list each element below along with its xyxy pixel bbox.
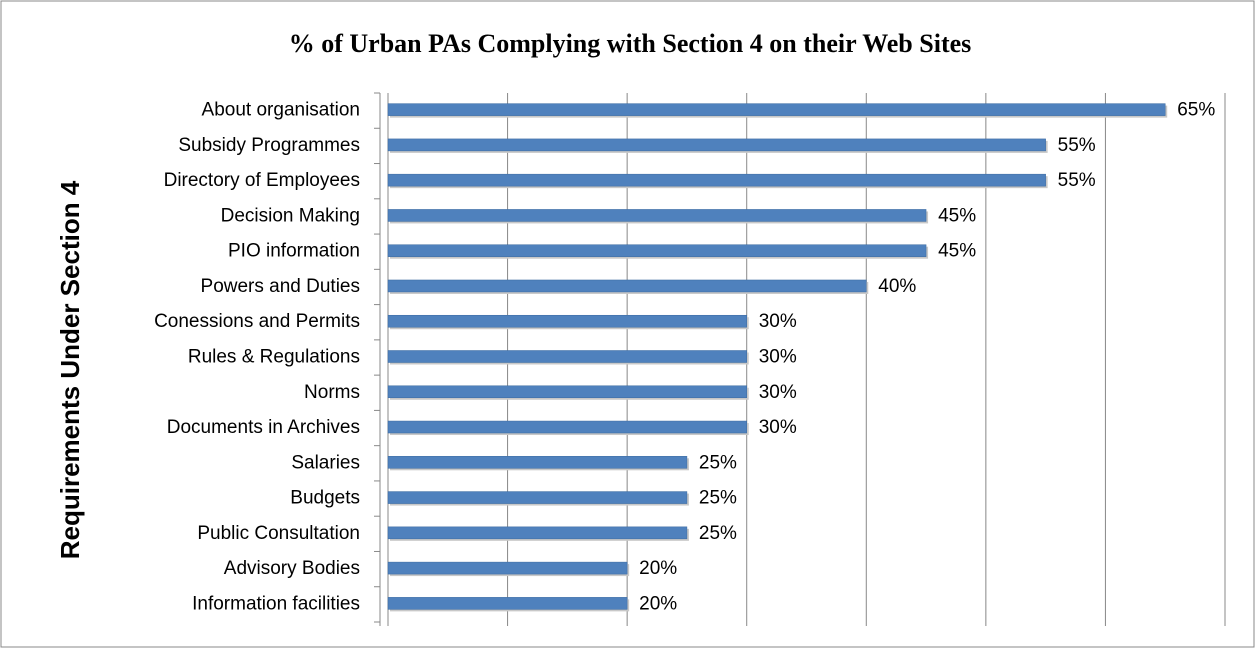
- y-tick-label: Powers and Duties: [201, 276, 360, 297]
- data-label: 30%: [759, 311, 797, 332]
- data-label: 45%: [938, 205, 976, 226]
- data-label: 40%: [878, 276, 916, 297]
- bar: [387, 209, 927, 222]
- data-label: 55%: [1058, 135, 1096, 156]
- bar: [387, 420, 747, 434]
- bar: [387, 561, 628, 575]
- data-label: 25%: [699, 523, 737, 544]
- y-tick-label: Rules & Regulations: [188, 347, 360, 368]
- bar: [387, 350, 747, 363]
- data-label: 45%: [938, 241, 976, 262]
- bar: [387, 597, 628, 610]
- y-tick-label: Subsidy Programmes: [178, 135, 360, 156]
- y-tick-label: Salaries: [291, 452, 360, 473]
- y-tick-label: Decision Making: [221, 205, 360, 226]
- y-tick-label: Norms: [304, 382, 360, 403]
- data-label: 30%: [759, 382, 797, 403]
- y-tick-label: Information facilities: [192, 593, 360, 614]
- bar: [387, 173, 1046, 187]
- bar: [387, 385, 747, 399]
- data-label: 20%: [639, 558, 677, 579]
- bar: [387, 491, 688, 504]
- y-tick-label: Advisory Bodies: [224, 558, 360, 579]
- data-label: 25%: [699, 452, 737, 473]
- y-tick-label: Documents in Archives: [167, 417, 360, 438]
- chart-title: % of Urban PAs Complying with Section 4 …: [289, 29, 972, 58]
- bar: [387, 526, 688, 540]
- data-label: 25%: [699, 488, 737, 509]
- y-tick-label: Conessions and Permits: [154, 311, 360, 332]
- y-tick-label: Budgets: [290, 488, 360, 509]
- y-tick-label: Public Consultation: [197, 523, 360, 544]
- bar: [387, 138, 1046, 152]
- bar: [387, 103, 1166, 116]
- data-label: 30%: [759, 347, 797, 368]
- y-tick-label: About organisation: [202, 100, 360, 121]
- data-label: 30%: [759, 417, 797, 438]
- bar: [387, 244, 927, 257]
- data-label: 20%: [639, 593, 677, 614]
- bar: [387, 279, 867, 293]
- y-tick-label: PIO information: [228, 241, 360, 262]
- bar: [387, 456, 688, 469]
- bar: [387, 314, 747, 328]
- data-label: 65%: [1177, 100, 1215, 121]
- y-tick-label: Directory of Employees: [164, 170, 360, 191]
- data-label: 55%: [1058, 170, 1096, 191]
- y-axis-label: Requirements Under Section 4: [55, 180, 85, 559]
